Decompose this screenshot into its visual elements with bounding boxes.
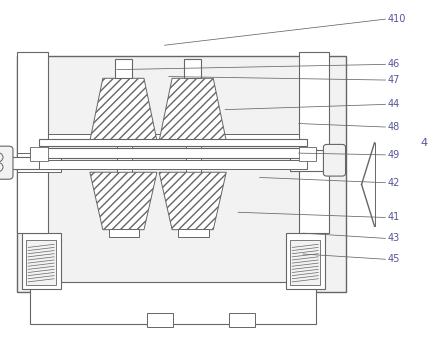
Bar [39,139,307,146]
Bar [286,233,325,289]
Bar [109,229,139,237]
Bar [184,59,201,78]
Bar [186,139,201,231]
Bar [147,313,173,327]
Text: 48: 48 [388,122,400,132]
Bar [48,134,299,139]
Bar [229,313,255,327]
Bar [39,160,307,169]
Text: 410: 410 [388,14,406,24]
Bar [30,282,316,324]
Ellipse shape [0,162,3,172]
Polygon shape [159,172,226,230]
Bar [26,240,56,285]
Text: 43: 43 [388,234,400,243]
FancyBboxPatch shape [323,144,346,176]
Text: 47: 47 [388,75,400,85]
Text: 4: 4 [420,138,427,148]
Bar [117,139,132,231]
Bar [290,240,320,285]
Bar [17,56,346,292]
Bar [22,233,61,289]
Bar [178,229,209,237]
Text: 41: 41 [388,213,400,222]
Text: 45: 45 [388,254,400,264]
Bar [299,52,329,233]
Bar [290,150,329,171]
Polygon shape [159,78,226,141]
Polygon shape [90,172,157,230]
Bar [17,52,48,233]
Bar [17,153,61,172]
Polygon shape [90,78,157,141]
Ellipse shape [0,152,3,162]
Bar [115,59,132,78]
FancyBboxPatch shape [0,146,13,179]
Text: 42: 42 [388,178,400,188]
Text: 44: 44 [388,100,400,109]
Text: 46: 46 [388,60,400,69]
Bar [299,147,316,161]
Bar [30,147,48,161]
Text: 49: 49 [388,150,400,160]
Bar [0,157,61,169]
Bar [30,148,316,158]
